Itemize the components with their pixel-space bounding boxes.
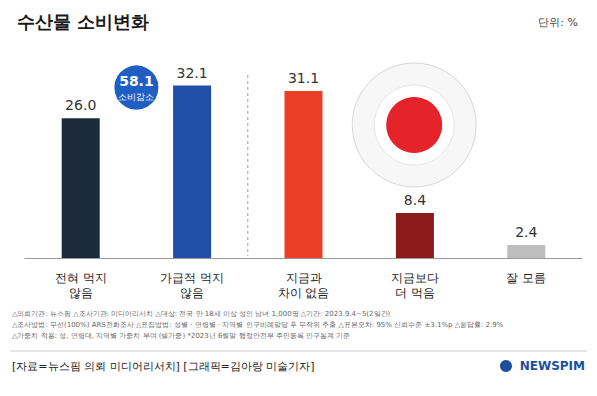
svg-text:△의뢰기관: 뉴스핌 △조사기관: 미디어리서치 △대상:: △의뢰기관: 뉴스핌 △조사기관: 미디어리서치 △대상: 전국 만 18세 이… <box>12 310 391 318</box>
svg-text:않음: 않음 <box>180 286 204 300</box>
svg-text:더 먹음: 더 먹음 <box>395 286 435 300</box>
svg-text:수산물 소비변화: 수산물 소비변화 <box>17 11 149 32</box>
svg-text:8.4: 8.4 <box>404 192 426 208</box>
svg-text:지금보다: 지금보다 <box>391 271 439 285</box>
svg-text:26.0: 26.0 <box>65 97 96 113</box>
svg-text:지금과: 지금과 <box>286 271 322 285</box>
svg-text:32.1: 32.1 <box>177 65 208 81</box>
svg-text:전혀 먹지: 전혀 먹지 <box>55 271 107 285</box>
svg-text:31.1: 31.1 <box>288 70 319 86</box>
svg-text:잘 모름: 잘 모름 <box>506 271 546 285</box>
svg-text:2.4: 2.4 <box>515 224 537 240</box>
svg-text:△가중치 적용: 성, 연령대, 지역별 가중치 부여 (셀: △가중치 적용: 성, 연령대, 지역별 가중치 부여 (셀가중) *2023년… <box>12 332 350 340</box>
svg-text:단위: %: 단위: % <box>538 16 578 29</box>
svg-text:[자료=뉴스핌 의뢰 미디어리서치] [그래픽=김아랑 미술: [자료=뉴스핌 의뢰 미디어리서치] [그래픽=김아랑 미술기자] <box>12 360 315 373</box>
svg-text:않음: 않음 <box>69 286 93 300</box>
svg-text:△조사방법: 무선(100%) ARS전화조사 △표집방법:: △조사방법: 무선(100%) ARS전화조사 △표집방법: 성별 · 연령별 … <box>12 321 504 329</box>
svg-text:NEWSPIM: NEWSPIM <box>520 359 585 373</box>
svg-text:58.1: 58.1 <box>119 73 154 89</box>
svg-text:소비감소: 소비감소 <box>118 92 154 102</box>
svg-text:차이 없음: 차이 없음 <box>278 286 330 300</box>
svg-text:가급적 먹지: 가급적 먹지 <box>160 271 224 285</box>
